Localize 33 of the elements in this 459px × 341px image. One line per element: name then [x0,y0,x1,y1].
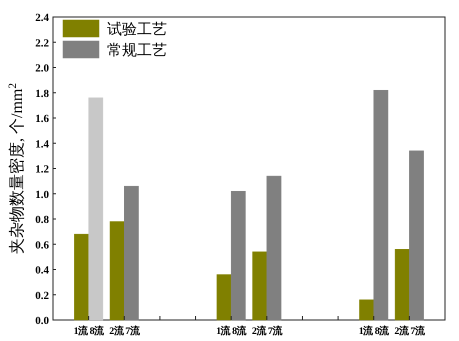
x-tick-label: 1流 8流 [216,325,248,337]
bar [110,221,125,320]
bar [394,249,410,320]
y-tick-label: 2.4 [35,12,50,24]
y-tick-label: 0.4 [35,264,50,276]
x-tick-label: 2流 7流 [109,325,141,337]
legend-label: 常规工艺 [107,42,167,59]
bar [88,98,104,320]
y-tick-label: 0.6 [35,239,50,252]
bar [124,186,139,320]
y-tick-label: 1.4 [35,138,50,150]
bar [266,176,282,320]
x-tick-label: 1流 8流 [358,325,390,337]
bar [359,300,374,320]
bar [74,234,89,320]
y-tick-label: 2.2 [35,37,50,50]
x-tick-label: 1流 8流 [74,325,106,337]
y-tick-label: 1.6 [35,113,50,125]
y-tick-label: 0.8 [35,214,50,226]
bar [230,190,246,320]
y-tick-label: 1.2 [35,164,50,176]
y-tick-label: 1.0 [35,188,50,201]
bar [373,90,388,320]
y-tick-label: 0.0 [35,315,50,327]
bar [252,252,268,320]
y-tick-label: 2.0 [35,62,50,74]
legend-label: 试验工艺 [107,21,167,38]
y-tick-label: 0.2 [35,290,50,302]
x-tick-label: 2流 7流 [252,325,284,337]
bar [216,274,232,320]
x-tick-label: 2流 7流 [394,325,426,337]
y-tick-label: 1.8 [35,88,50,100]
bar [409,150,424,320]
